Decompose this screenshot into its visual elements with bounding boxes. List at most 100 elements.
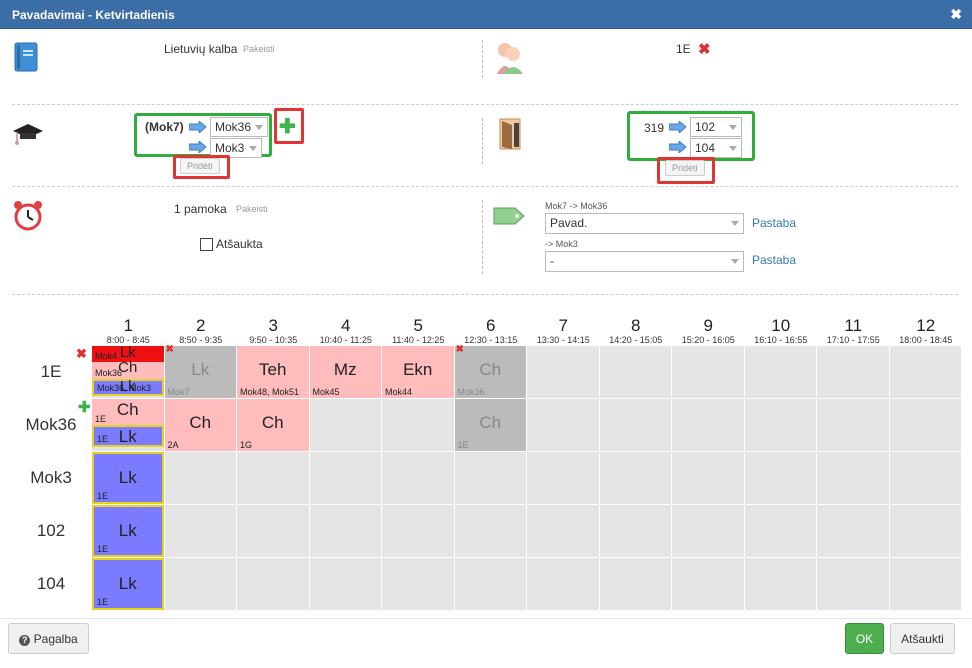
- schedule-cell[interactable]: [889, 558, 962, 611]
- lesson-card[interactable]: Lk Mok4: [92, 344, 164, 362]
- add-room-button[interactable]: Pridėti: [665, 160, 705, 176]
- room-select-2[interactable]: 104: [690, 138, 742, 158]
- schedule-cell[interactable]: [889, 346, 962, 399]
- window-titlebar: Pavadavimai - Ketvirtadienis ✖: [0, 0, 972, 29]
- original-room: 319: [644, 121, 665, 135]
- schedule-cell[interactable]: [672, 558, 745, 611]
- lesson-card[interactable]: Lk 1E: [92, 425, 164, 447]
- schedule-cell[interactable]: [382, 505, 455, 558]
- schedule-cell[interactable]: [382, 558, 455, 611]
- lesson-card[interactable]: Lk 1E: [92, 558, 164, 610]
- schedule-cell[interactable]: [672, 452, 745, 505]
- lesson-card[interactable]: Ch 1G: [237, 399, 309, 451]
- remove-lesson-icon[interactable]: ✖: [165, 344, 174, 355]
- schedule-cell[interactable]: [599, 452, 672, 505]
- help-button[interactable]: ? Pagalba: [8, 623, 89, 654]
- schedule-cell[interactable]: [382, 399, 455, 452]
- schedule-cell[interactable]: [817, 558, 890, 611]
- schedule-cell[interactable]: [527, 505, 600, 558]
- schedule-cell[interactable]: [237, 505, 310, 558]
- schedule-cell[interactable]: [672, 346, 745, 399]
- lesson-card[interactable]: Lk 1E: [92, 505, 164, 557]
- schedule-cell[interactable]: [817, 346, 890, 399]
- schedule-cell[interactable]: [889, 505, 962, 558]
- lesson-card[interactable]: Lk Mok7: [164, 346, 236, 398]
- lesson-card[interactable]: Ekn Mok44: [382, 346, 454, 398]
- teacher-select-2[interactable]: Mok3: [210, 138, 262, 158]
- schedule-cell[interactable]: [817, 452, 890, 505]
- schedule-cell[interactable]: [527, 452, 600, 505]
- note-link-2[interactable]: Pastaba: [752, 253, 797, 267]
- note-select-2[interactable]: -: [545, 251, 744, 272]
- period-number: 3: [268, 316, 278, 335]
- schedule-cell[interactable]: [527, 346, 600, 399]
- add-teacher-button[interactable]: Pridėti: [180, 158, 220, 174]
- cancelled-checkbox[interactable]: [200, 238, 213, 251]
- lesson-card[interactable]: Ch 1E: [454, 399, 526, 451]
- schedule-cell[interactable]: [672, 505, 745, 558]
- schedule-cell[interactable]: [889, 399, 962, 452]
- schedule-cell[interactable]: [744, 346, 817, 399]
- schedule-cell[interactable]: [599, 558, 672, 611]
- add-teacher-box: [274, 108, 304, 144]
- cancel-button[interactable]: Atšaukti: [890, 623, 955, 654]
- schedule-cell[interactable]: [744, 399, 817, 452]
- schedule-cell[interactable]: [527, 558, 600, 611]
- note-label-1: Mok7 -> Mok36: [545, 201, 608, 211]
- schedule-cell[interactable]: [164, 505, 237, 558]
- lesson-card[interactable]: Teh Mok48, Mok51: [237, 346, 309, 398]
- schedule-cell[interactable]: [309, 399, 382, 452]
- remove-lesson-icon[interactable]: ✖: [76, 346, 87, 361]
- schedule-cell[interactable]: [454, 558, 527, 611]
- lesson-card[interactable]: Ch 2A: [164, 399, 236, 451]
- schedule-cell[interactable]: [744, 452, 817, 505]
- schedule-cell[interactable]: [599, 399, 672, 452]
- section-divider: [12, 104, 958, 105]
- close-icon[interactable]: ✖: [950, 6, 962, 22]
- schedule-cell[interactable]: [744, 558, 817, 611]
- schedule-cell[interactable]: [817, 399, 890, 452]
- lesson-subject: Lk: [118, 574, 137, 593]
- schedule-cell[interactable]: [599, 346, 672, 399]
- ok-button[interactable]: OK: [845, 623, 884, 654]
- teacher-select-1[interactable]: Mok36: [210, 117, 268, 137]
- add-teacher-icon[interactable]: ✚: [279, 116, 296, 138]
- schedule-cell[interactable]: [817, 505, 890, 558]
- note-select-1[interactable]: Pavad.: [545, 213, 744, 234]
- schedule-cell[interactable]: [599, 505, 672, 558]
- schedule-cell[interactable]: [889, 452, 962, 505]
- schedule-cell[interactable]: [744, 505, 817, 558]
- schedule-cell[interactable]: [454, 505, 527, 558]
- schedule-cell[interactable]: [309, 452, 382, 505]
- schedule-cell[interactable]: [164, 452, 237, 505]
- time-change-link[interactable]: Pakeisti: [236, 204, 268, 214]
- schedule-cell[interactable]: [527, 399, 600, 452]
- period-time: 8:00 - 8:45: [106, 335, 150, 345]
- remove-group-icon[interactable]: ✖: [698, 41, 711, 58]
- subject-change-link[interactable]: Pakeisti: [243, 44, 275, 54]
- schedule-cell[interactable]: [237, 452, 310, 505]
- schedule-cell[interactable]: [309, 505, 382, 558]
- lesson-card[interactable]: Ch Mok36: [92, 359, 164, 379]
- lesson-card[interactable]: Lk Mok36, Mok3: [92, 378, 164, 396]
- lesson-card[interactable]: Lk 1E: [92, 452, 164, 504]
- schedule-cell[interactable]: [164, 558, 237, 611]
- lesson-card[interactable]: Ch Mok36: [454, 346, 526, 398]
- lesson-card[interactable]: Ch 1E: [92, 399, 164, 425]
- schedule-cell[interactable]: [454, 452, 527, 505]
- add-lesson-icon[interactable]: ✚: [78, 399, 91, 416]
- schedule-cell[interactable]: [237, 558, 310, 611]
- note-select-2-value: -: [550, 254, 554, 268]
- add-teacher-button-box: [173, 155, 230, 179]
- arrow-right-icon: [668, 119, 687, 136]
- lesson-card[interactable]: Mz Mok45: [309, 346, 381, 398]
- lesson-detail: 1G: [240, 440, 253, 450]
- remove-lesson-icon[interactable]: ✖: [455, 344, 464, 355]
- schedule-cell[interactable]: [672, 399, 745, 452]
- room-select-1-value: 102: [695, 120, 716, 134]
- note-link-1[interactable]: Pastaba: [752, 216, 797, 230]
- schedule-cell[interactable]: [382, 452, 455, 505]
- lesson-detail: Mok36: [457, 387, 485, 397]
- schedule-cell[interactable]: [309, 558, 382, 611]
- room-select-1[interactable]: 102: [690, 117, 742, 137]
